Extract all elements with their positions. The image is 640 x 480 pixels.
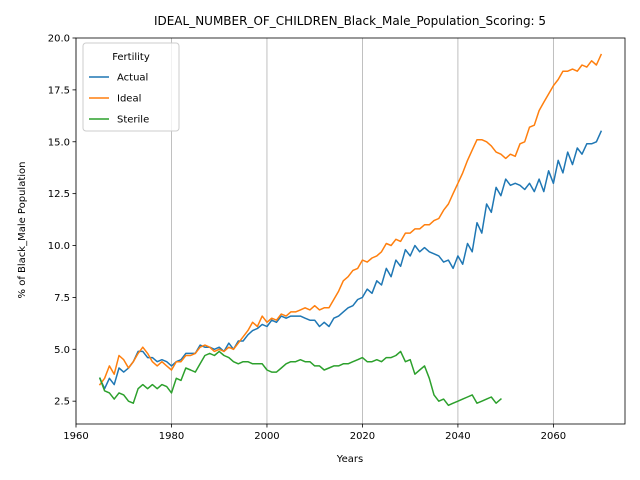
legend: Fertility Actual Ideal Sterile [82,42,180,132]
legend-label-ideal: Ideal [117,94,141,105]
x-axis-title: Years [336,454,363,465]
x-tick-label: 2040 [445,431,470,442]
legend-label-sterile: Sterile [117,115,149,126]
x-tick-label: 1960 [63,431,88,442]
chart-title: IDEAL_NUMBER_OF_CHILDREN_Black_Male_Popu… [154,14,546,28]
x-axis: 1960 1980 2000 2020 2040 2060 [63,424,566,442]
series-lines [98,53,603,407]
y-tick-label: 12.5 [48,189,70,200]
x-tick-label: 1980 [159,431,184,442]
y-tick-label: 17.5 [48,85,70,96]
x-tick-label: 2060 [541,431,566,442]
y-tick-label: 20.0 [48,34,70,45]
series-line-actual [98,130,603,390]
y-tick-label: 2.5 [54,397,70,408]
x-tick-label: 2000 [254,431,279,442]
legend-frame [82,42,180,132]
y-tick-label: 5.0 [54,345,70,356]
y-axis-title: % of Black_Male Population [17,162,28,299]
y-tick-label: 7.5 [54,293,70,304]
y-axis: 2.5 5.0 7.5 10.0 12.5 15.0 17.5 20.0 [48,34,76,408]
y-tick-label: 15.0 [48,137,70,148]
legend-title: Fertility [112,52,150,63]
series-line-sterile [98,350,502,407]
x-tick-label: 2020 [350,431,375,442]
legend-label-actual: Actual [117,73,148,84]
legend-entries: Actual Ideal Sterile [89,73,149,126]
y-tick-label: 10.0 [48,241,70,252]
series-line-ideal [98,53,603,386]
plot-frame [75,37,626,425]
